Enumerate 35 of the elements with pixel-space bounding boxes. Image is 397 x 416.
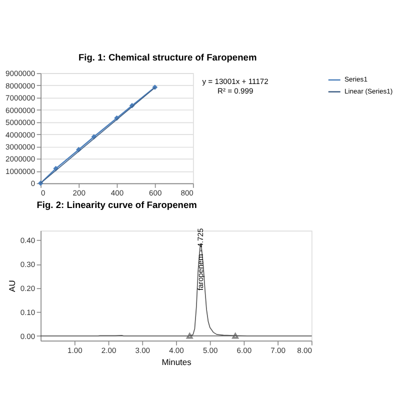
- x-tick-label: 200: [72, 188, 86, 198]
- x-tick-label: 4.00: [169, 346, 184, 355]
- y-axis-title: AU: [7, 280, 18, 292]
- x-tick-label: 3.00: [135, 346, 150, 355]
- x-tick-label: 2.00: [101, 346, 116, 355]
- x-tick-label: 600: [148, 188, 162, 198]
- annotation: faropenem - 4.725: [196, 228, 206, 290]
- x-tick-label: 0: [41, 188, 46, 198]
- text: Fig. 2: Linearity curve of Faropenem: [36, 200, 197, 210]
- y-tick-label: 0.00: [20, 332, 36, 341]
- y-tick-label: 3000000: [6, 142, 36, 152]
- y-tick-label: 5000000: [6, 118, 36, 128]
- y-tick-label: 0: [30, 179, 36, 188]
- text: y = 13001x + 11172: [202, 77, 268, 86]
- y-tick-label: 8000000: [6, 81, 36, 90]
- caption: Fig. 1: Chemical structure of Faropenem: [78, 52, 257, 62]
- x-tick-label: 800: [180, 188, 194, 198]
- x-tick-label: 8.00: [297, 346, 312, 355]
- x-tick-label: 7.00: [270, 346, 286, 355]
- y-tick-label: 0.30: [20, 260, 36, 270]
- x-tick-label: 1.00: [68, 346, 82, 355]
- x-tick-label: 400: [110, 188, 124, 198]
- y-tick-label: 0.40: [20, 236, 36, 246]
- y-tick-label: 6000000: [6, 106, 36, 115]
- y-tick-label: 2000000: [6, 154, 36, 164]
- y-tick-label: 9000000: [6, 69, 36, 78]
- y-tick-label: 1000000: [6, 166, 36, 176]
- y-tick-label: 0.10: [20, 308, 36, 317]
- y-tick-label: 7000000: [6, 94, 36, 103]
- x-tick-label: 5.00: [202, 346, 218, 355]
- y-tick-label: 0.20: [20, 284, 36, 294]
- x-tick-label: 6.00: [236, 346, 252, 355]
- x-axis-title: Minutes: [162, 356, 192, 367]
- text: R² = 0.999: [217, 86, 254, 96]
- y-tick-label: 4000000: [6, 130, 36, 140]
